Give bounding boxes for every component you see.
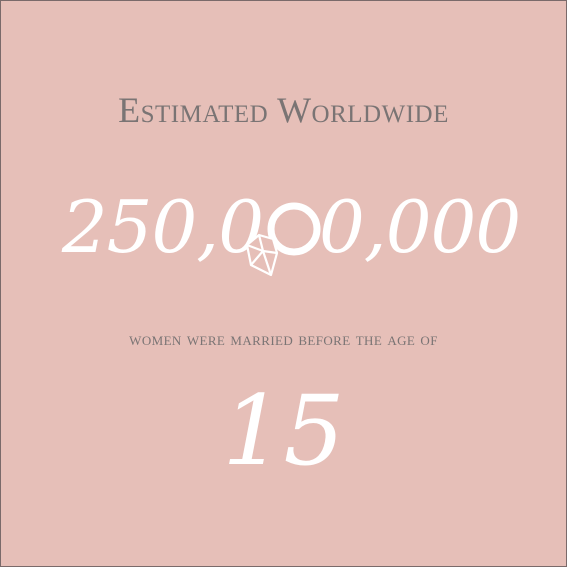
age-number: 15 <box>222 375 345 487</box>
big-number-after-ring: 0,000 <box>319 185 521 269</box>
big-number-before-ring: 250,0 <box>61 185 264 269</box>
subtext: women were married before the age of <box>129 329 438 350</box>
heading: Estimated Worldwide <box>118 90 449 130</box>
big-number: 250,0 0,000 <box>1 177 566 277</box>
diamond-ring-icon <box>245 202 321 277</box>
